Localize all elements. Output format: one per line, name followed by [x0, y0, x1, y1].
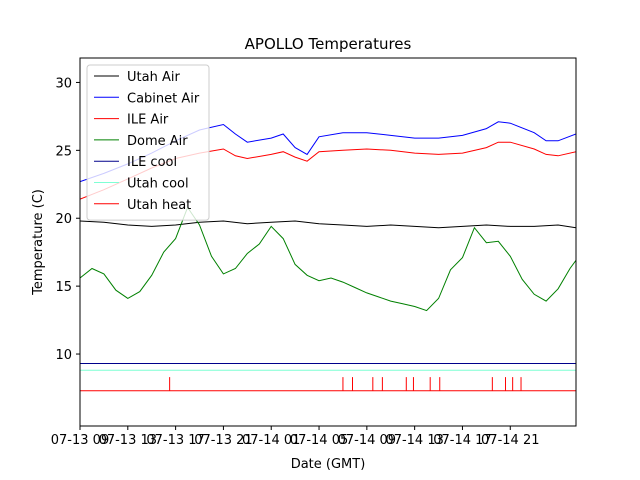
legend-label-utah-air: Utah Air	[127, 70, 180, 85]
y-tick-label: 30	[55, 76, 72, 91]
series-line-dome-air	[80, 206, 576, 312]
y-tick-label: 10	[55, 348, 72, 363]
x-tick-label: 07-14 21	[481, 433, 539, 448]
legend-label-ile-air: ILE Air	[127, 113, 169, 128]
axes-frame	[79, 57, 577, 427]
x-tick-label: 07-14 05	[290, 433, 348, 448]
x-tick-label: 07-14 13	[385, 433, 443, 448]
x-tick-label: 07-13 13	[99, 433, 157, 448]
legend-label-utah-heat: Utah heat	[127, 198, 191, 213]
chart-title: APOLLO Temperatures	[245, 35, 412, 53]
legend-label-dome-air: Dome Air	[127, 134, 188, 149]
x-axis-label: Date (GMT)	[291, 457, 366, 472]
y-tick-label: 20	[55, 212, 72, 227]
y-tick-label: 25	[55, 144, 72, 159]
x-tick-label: 07-14 01	[242, 433, 300, 448]
legend-label-ile-cool: ILE cool	[127, 155, 177, 170]
legend-box	[86, 64, 210, 221]
x-tick-label: 07-13 17	[146, 433, 204, 448]
x-tick-label: 07-13 09	[51, 433, 109, 448]
x-tick-label: 07-14 17	[433, 433, 491, 448]
y-axis-label: Temperature (C)	[31, 189, 46, 296]
legend-label-utah-cool: Utah cool	[127, 177, 189, 192]
x-tick-label: 07-14 09	[338, 433, 396, 448]
y-tick-label: 15	[55, 280, 72, 295]
series-line-utah-air	[80, 220, 576, 229]
legend-label-cabinet-air: Cabinet Air	[127, 91, 200, 106]
y-axis: 10 15 20 25 30	[55, 76, 80, 363]
x-tick-label: 07-13 21	[194, 433, 252, 448]
legend: Utah Air Cabinet Air ILE Air Dome Air ILE co…	[86, 64, 210, 221]
